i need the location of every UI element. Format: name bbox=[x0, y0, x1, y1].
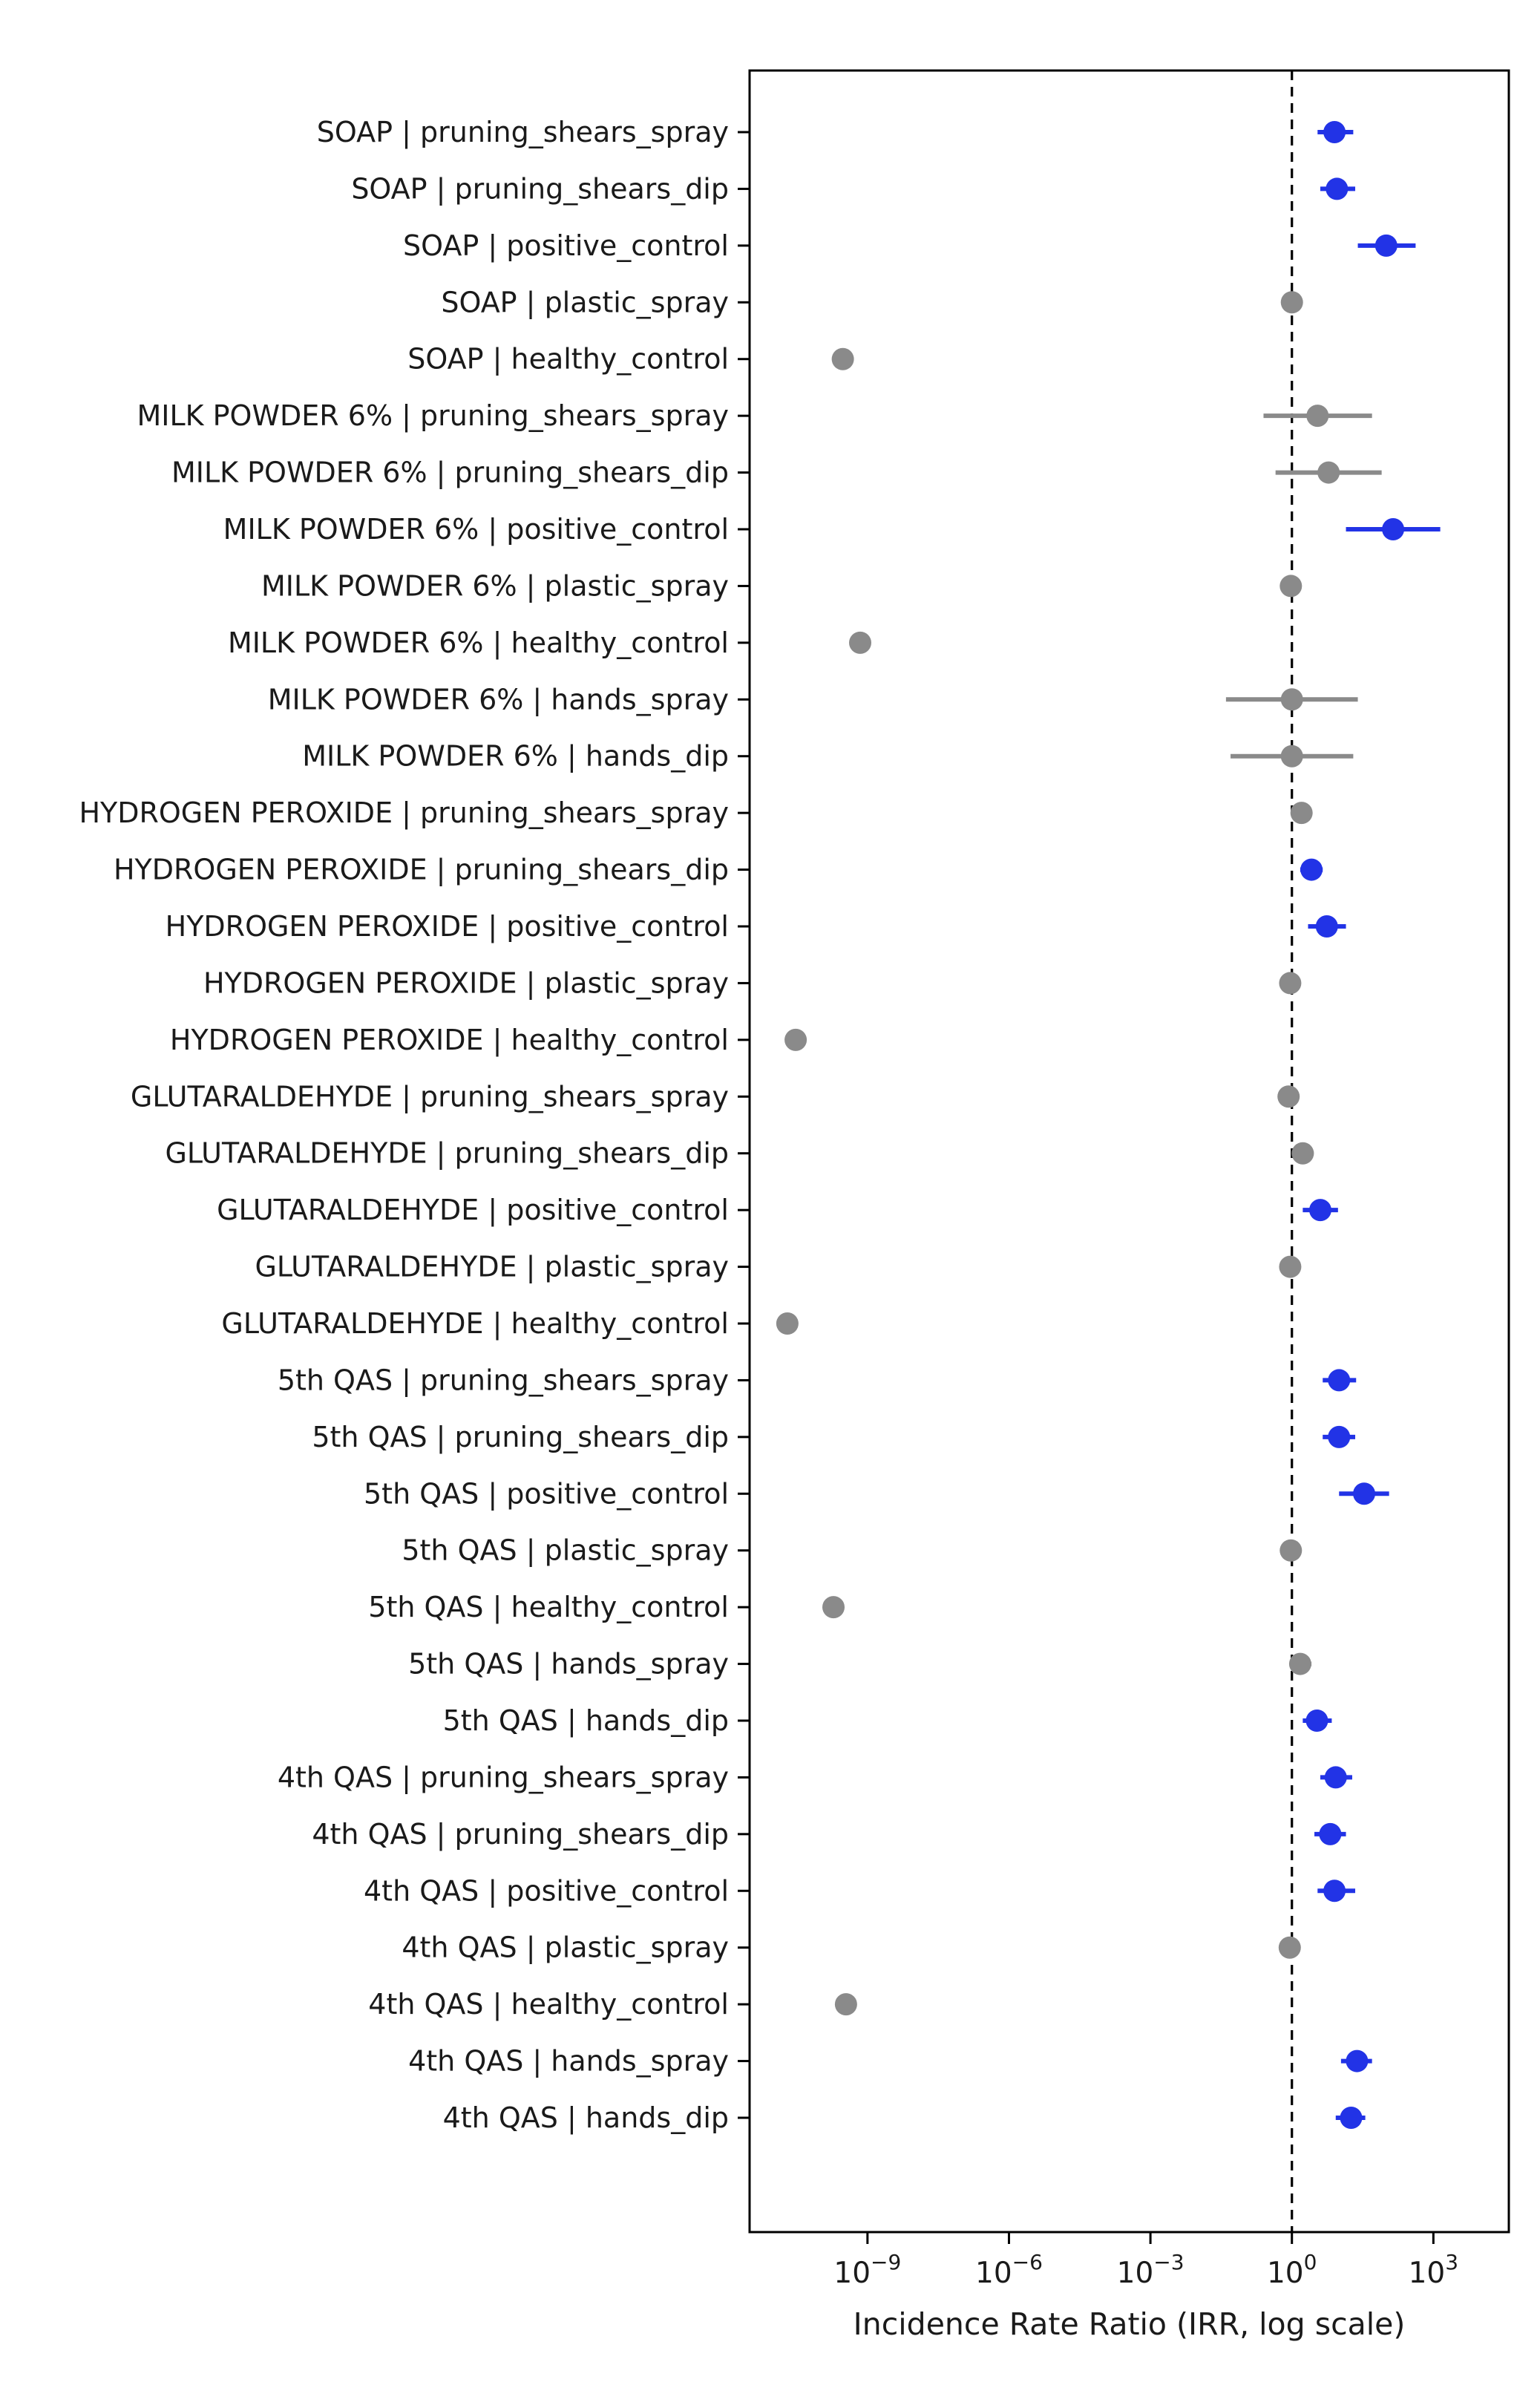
y-tick-label: MILK POWDER 6% | positive_control bbox=[223, 513, 729, 546]
y-tick-label: HYDROGEN PEROXIDE | healthy_control bbox=[170, 1024, 729, 1057]
data-point bbox=[831, 347, 854, 370]
y-tick-label: 5th QAS | healthy_control bbox=[368, 1591, 729, 1624]
y-tick-label: 5th QAS | pruning_shears_dip bbox=[312, 1421, 729, 1454]
data-point bbox=[1323, 1879, 1346, 1903]
data-point bbox=[1300, 858, 1323, 881]
y-tick-label: MILK POWDER 6% | pruning_shears_dip bbox=[171, 457, 729, 490]
y-tick-label: MILK POWDER 6% | hands_spray bbox=[268, 683, 729, 716]
y-tick-label: HYDROGEN PEROXIDE | positive_control bbox=[166, 910, 729, 943]
y-tick-label: 4th QAS | hands_spray bbox=[408, 2045, 729, 2078]
data-point bbox=[784, 1028, 807, 1051]
y-tick-label: 4th QAS | pruning_shears_dip bbox=[312, 1818, 729, 1851]
y-tick-label: 5th QAS | hands_spray bbox=[408, 1648, 729, 1681]
x-tick-label: 10−3 bbox=[1117, 2250, 1185, 2290]
y-tick-label: 4th QAS | pruning_shears_spray bbox=[278, 1761, 729, 1794]
y-tick-label: 5th QAS | pruning_shears_spray bbox=[278, 1364, 729, 1397]
data-point bbox=[1279, 972, 1302, 995]
y-tick-label: SOAP | plastic_spray bbox=[441, 286, 729, 319]
data-point bbox=[1280, 745, 1303, 768]
y-tick-label: 5th QAS | plastic_spray bbox=[402, 1534, 729, 1568]
data-point bbox=[1382, 518, 1405, 540]
x-axis-label: Incidence Rate Ratio (IRR, log scale) bbox=[853, 2306, 1406, 2342]
data-point bbox=[1279, 575, 1303, 598]
y-tick-label: 4th QAS | hands_dip bbox=[443, 2101, 729, 2135]
plot-border bbox=[748, 69, 1510, 2234]
data-point bbox=[1308, 1199, 1331, 1222]
y-tick-label: SOAP | pruning_shears_dip bbox=[351, 172, 729, 206]
data-point bbox=[1324, 1766, 1347, 1789]
data-point bbox=[1315, 915, 1338, 938]
y-tick-label: GLUTARALDEHYDE | positive_control bbox=[217, 1194, 729, 1227]
y-tick-label: 5th QAS | positive_control bbox=[364, 1477, 729, 1511]
y-tick-label: MILK POWDER 6% | healthy_control bbox=[228, 626, 729, 660]
y-tick-label: HYDROGEN PEROXIDE | pruning_shears_dip bbox=[114, 854, 729, 887]
data-point bbox=[1290, 802, 1313, 825]
data-point bbox=[1279, 1255, 1302, 1278]
y-tick-label: GLUTARALDEHYDE | plastic_spray bbox=[255, 1251, 729, 1284]
data-point bbox=[1280, 688, 1303, 711]
data-point bbox=[822, 1596, 845, 1619]
y-tick-label: SOAP | healthy_control bbox=[407, 343, 729, 376]
y-tick-label: 5th QAS | hands_dip bbox=[443, 1704, 729, 1738]
data-point bbox=[1280, 291, 1303, 314]
data-point bbox=[1323, 121, 1346, 143]
data-point bbox=[1306, 405, 1329, 428]
data-point bbox=[834, 1993, 857, 2016]
data-point bbox=[1319, 1822, 1342, 1845]
y-tick-label: MILK POWDER 6% | hands_dip bbox=[302, 740, 729, 773]
y-tick-label: MILK POWDER 6% | pruning_shears_spray bbox=[137, 399, 729, 433]
y-tick-label: 4th QAS | positive_control bbox=[364, 1874, 729, 1908]
x-tick-label: 10−6 bbox=[975, 2250, 1043, 2290]
data-point bbox=[1326, 177, 1349, 200]
y-tick-label: MILK POWDER 6% | plastic_spray bbox=[261, 569, 729, 603]
data-point bbox=[1340, 2107, 1363, 2129]
y-tick-label: SOAP | pruning_shears_spray bbox=[317, 116, 729, 149]
data-point bbox=[1328, 1369, 1351, 1392]
data-point bbox=[1317, 461, 1340, 484]
data-point bbox=[776, 1312, 799, 1335]
y-tick-label: HYDROGEN PEROXIDE | pruning_shears_spray bbox=[79, 796, 729, 830]
data-point bbox=[1305, 1710, 1328, 1732]
y-tick-label: GLUTARALDEHYDE | pruning_shears_dip bbox=[165, 1137, 729, 1171]
data-point bbox=[849, 631, 872, 654]
data-point bbox=[1353, 1482, 1376, 1505]
data-point bbox=[1277, 1085, 1300, 1108]
data-point bbox=[1291, 1142, 1314, 1165]
x-tick-label: 100 bbox=[1267, 2250, 1317, 2290]
data-point bbox=[1279, 1539, 1303, 1562]
y-tick-label: 4th QAS | healthy_control bbox=[368, 1988, 729, 2021]
y-tick-label: GLUTARALDEHYDE | pruning_shears_spray bbox=[131, 1080, 729, 1113]
y-tick-label: SOAP | positive_control bbox=[403, 229, 729, 263]
data-point bbox=[1346, 2049, 1369, 2072]
y-tick-label: HYDROGEN PEROXIDE | plastic_spray bbox=[203, 966, 729, 1000]
x-tick-label: 10−9 bbox=[833, 2250, 901, 2290]
data-point bbox=[1374, 234, 1398, 257]
x-tick-label: 103 bbox=[1409, 2250, 1458, 2290]
y-tick-label: 4th QAS | plastic_spray bbox=[402, 1931, 729, 1965]
y-tick-label: GLUTARALDEHYDE | healthy_control bbox=[221, 1307, 729, 1341]
data-point bbox=[1328, 1425, 1351, 1448]
data-point bbox=[1278, 1936, 1301, 1959]
data-point bbox=[1288, 1652, 1311, 1675]
